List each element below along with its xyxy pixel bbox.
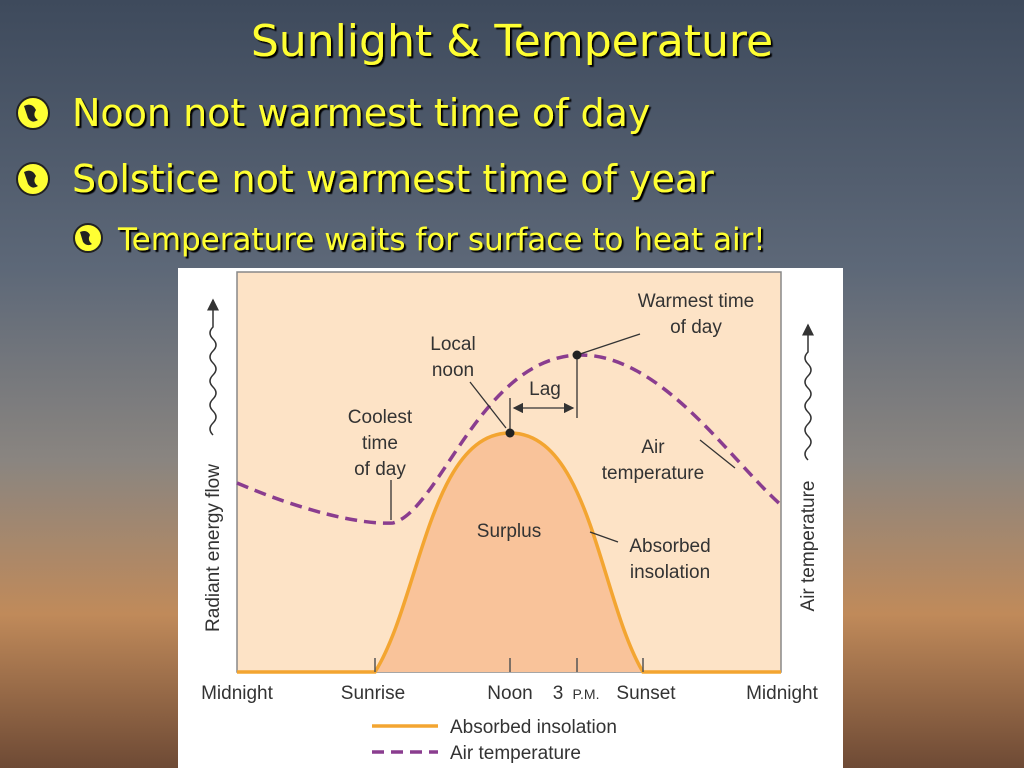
x-ticks — [374, 658, 644, 672]
x-label: Midnight — [201, 683, 274, 704]
annotation: Absorbed — [629, 536, 710, 557]
x-label: 3 — [553, 683, 564, 704]
right-axis-arrow — [802, 323, 814, 461]
annotation: time — [362, 433, 398, 454]
y-axis-label: Air temperature — [798, 481, 819, 612]
noon-point — [505, 428, 515, 438]
legend-label: Absorbed insolation — [450, 717, 617, 738]
figure: Radiant energy flow Air temperature Midn… — [178, 268, 843, 768]
bullet-icon — [16, 162, 50, 196]
left-axis-arrow — [207, 298, 219, 436]
annotation: Lag — [529, 379, 561, 400]
annotation: Coolest — [348, 407, 413, 428]
slide-title: Sunlight & Temperature — [251, 16, 773, 67]
temperature-curve — [236, 353, 783, 525]
annotation: temperature — [602, 463, 704, 484]
annotation: of day — [670, 317, 722, 338]
annotation: insolation — [630, 562, 710, 583]
sub-bullet: Temperature waits for surface to heat ai… — [117, 222, 766, 258]
y-axis-label: Radiant energy flow — [203, 464, 224, 632]
leaders — [390, 333, 736, 543]
bullet-icon — [73, 223, 103, 253]
legend-label: Air temperature — [450, 743, 581, 764]
annotation: Air — [641, 437, 665, 458]
annotation: of day — [354, 459, 406, 480]
annotation: Surplus — [477, 521, 541, 542]
bullet-icon — [16, 96, 50, 130]
annotation: Local — [430, 334, 475, 355]
annotation: noon — [432, 360, 474, 381]
x-label: Sunset — [616, 683, 676, 704]
warmest-point — [572, 350, 582, 360]
bullet: Solstice not warmest time of year — [72, 157, 714, 201]
annotation: Warmest time — [638, 291, 754, 312]
bullet: Noon not warmest time of day — [72, 91, 650, 135]
x-label: P.M. — [573, 686, 600, 702]
x-label: Noon — [487, 683, 532, 704]
x-label: Sunrise — [341, 683, 405, 704]
x-label: Midnight — [746, 683, 819, 704]
